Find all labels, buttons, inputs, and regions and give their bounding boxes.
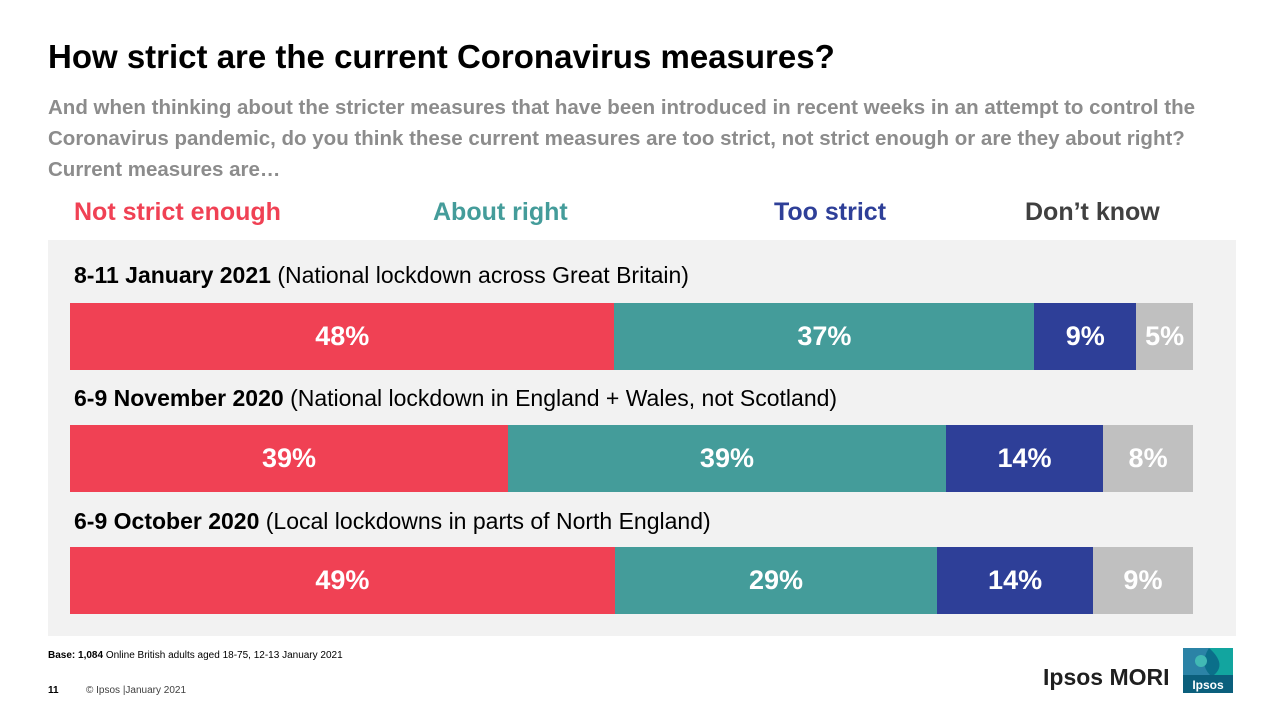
bar-segment-not-strict-enough: 39% (70, 425, 508, 492)
period-label-jan-2021: 8-11 January 2021 (National lockdown acr… (74, 262, 689, 289)
legend-too-strict: Too strict (774, 198, 887, 226)
legend-not-strict-enough: Not strict enough (74, 198, 281, 226)
copyright-text: © Ipsos |January 2021 (86, 685, 187, 696)
stacked-bar-jan-2021: 48% 37% 9% 5% (70, 303, 1193, 370)
base-label: Base: (48, 650, 76, 661)
data-label: 49% (315, 565, 370, 595)
legend-dont-know: Don’t know (1025, 198, 1160, 226)
period-date: 6-9 November 2020 (74, 385, 284, 411)
page-title: How strict are the current Coronavirus m… (48, 38, 835, 75)
period-context: (National lockdown across Great Britain) (277, 262, 689, 288)
question-text: And when thinking about the stricter mea… (48, 96, 1196, 181)
data-label: 29% (749, 565, 804, 595)
ipsos-logo-icon: Ipsos (1183, 648, 1233, 693)
period-context: (Local lockdowns in parts of North Engla… (265, 508, 711, 534)
bar-segment-dont-know: 8% (1103, 425, 1193, 492)
data-label: 14% (997, 443, 1052, 473)
bar-segment-too-strict: 14% (945, 425, 1104, 492)
base-note: Base: 1,084 Online British adults aged 1… (48, 650, 343, 661)
data-label: 8% (1128, 443, 1168, 473)
period-label-oct-2020: 6-9 October 2020 (Local lockdowns in par… (74, 508, 711, 535)
bar-segment-about-right: 39% (507, 425, 946, 492)
bar-segment-too-strict: 14% (937, 547, 1093, 614)
data-label: 9% (1123, 565, 1163, 595)
bar-segment-about-right: 37% (614, 303, 1035, 370)
bar-segment-not-strict-enough: 48% (70, 303, 615, 370)
bar-segment-about-right: 29% (614, 547, 938, 614)
period-date: 8-11 January 2021 (74, 262, 271, 288)
data-label: 5% (1145, 321, 1185, 351)
legend-about-right: About right (433, 198, 568, 226)
data-label: 39% (699, 443, 754, 473)
data-label: 39% (261, 443, 316, 473)
bar-segment-not-strict-enough: 49% (70, 547, 615, 614)
logo-text: Ipsos (1192, 678, 1224, 692)
base-text: Online British adults aged 18-75, 12-13 … (105, 650, 343, 661)
stacked-bar-oct-2020: 49% 29% 14% 9% (70, 547, 1193, 614)
data-label: 37% (797, 321, 852, 351)
period-context: (National lockdown in England + Wales, n… (290, 385, 838, 411)
period-label-nov-2020: 6-9 November 2020 (National lockdown in … (74, 385, 837, 412)
data-label: 48% (315, 321, 370, 351)
data-label: 14% (988, 565, 1043, 595)
bar-segment-dont-know: 9% (1092, 547, 1193, 614)
period-date: 6-9 October 2020 (74, 508, 260, 534)
page-number: 11 (48, 685, 59, 696)
bar-segment-dont-know: 5% (1136, 303, 1193, 370)
base-count: 1,084 (78, 650, 104, 661)
brand-wordmark: Ipsos MORI (1043, 664, 1170, 690)
bar-segment-too-strict: 9% (1034, 303, 1137, 370)
data-label: 9% (1065, 321, 1105, 351)
stacked-bar-nov-2020: 39% 39% 14% 8% (70, 425, 1193, 492)
